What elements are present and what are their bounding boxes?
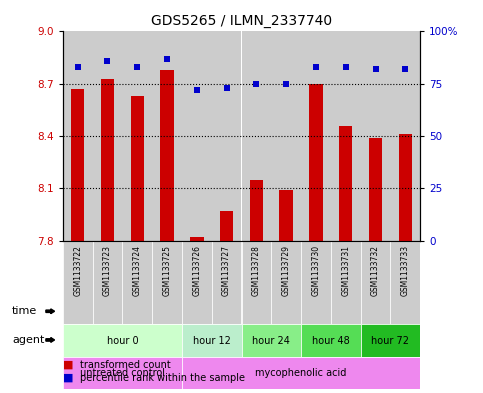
Bar [130, 96, 144, 241]
Point [312, 64, 320, 70]
Point [372, 66, 380, 72]
Point [282, 81, 290, 87]
Text: hour 0: hour 0 [107, 336, 138, 345]
Text: hour 72: hour 72 [371, 336, 410, 345]
Bar [212, 241, 242, 324]
Point [223, 85, 230, 91]
Bar [301, 31, 331, 241]
Text: GSM1133725: GSM1133725 [163, 245, 171, 296]
Point [401, 66, 409, 72]
Bar [242, 241, 271, 324]
Text: GSM1133726: GSM1133726 [192, 245, 201, 296]
Bar [361, 31, 390, 241]
Point [104, 58, 112, 64]
Text: ■: ■ [63, 360, 73, 370]
Bar [339, 126, 353, 241]
Text: transformed count: transformed count [80, 360, 170, 370]
Text: GDS5265 / ILMN_2337740: GDS5265 / ILMN_2337740 [151, 14, 332, 28]
Bar [212, 31, 242, 241]
Bar [280, 190, 293, 241]
Bar [71, 89, 85, 241]
Bar [63, 31, 93, 241]
Bar [331, 241, 361, 324]
Bar [242, 31, 271, 241]
Text: agent: agent [12, 335, 44, 345]
Bar [152, 31, 182, 241]
Bar [309, 84, 323, 241]
Text: hour 48: hour 48 [312, 336, 350, 345]
Point [342, 64, 350, 70]
Point [253, 81, 260, 87]
Text: untreated control: untreated control [80, 368, 165, 378]
Bar [390, 241, 420, 324]
Text: GSM1133733: GSM1133733 [401, 245, 410, 296]
Bar [122, 241, 152, 324]
Text: GSM1133731: GSM1133731 [341, 245, 350, 296]
Text: GSM1133730: GSM1133730 [312, 245, 320, 296]
Text: GSM1133727: GSM1133727 [222, 245, 231, 296]
Bar [361, 241, 390, 324]
Text: time: time [12, 306, 37, 316]
Bar [122, 31, 152, 241]
Text: GSM1133723: GSM1133723 [103, 245, 112, 296]
Point [133, 64, 141, 70]
Bar [63, 357, 182, 389]
Bar [101, 79, 114, 241]
Text: GSM1133728: GSM1133728 [252, 245, 261, 296]
Bar [93, 31, 122, 241]
Bar [390, 31, 420, 241]
Bar [152, 241, 182, 324]
Bar [271, 241, 301, 324]
Bar [242, 324, 301, 357]
Text: ■: ■ [63, 373, 73, 383]
Bar [93, 241, 122, 324]
Bar [361, 324, 420, 357]
Point [193, 87, 201, 93]
Bar [220, 211, 233, 241]
Text: GSM1133724: GSM1133724 [133, 245, 142, 296]
Point [74, 64, 82, 70]
Bar [331, 31, 361, 241]
Bar [301, 324, 361, 357]
Bar [160, 70, 174, 241]
Bar [250, 180, 263, 241]
Text: hour 24: hour 24 [252, 336, 290, 345]
Text: mycophenolic acid: mycophenolic acid [256, 368, 347, 378]
Bar [398, 134, 412, 241]
Bar [63, 241, 93, 324]
Bar [182, 31, 212, 241]
Bar [369, 138, 382, 241]
Text: GSM1133732: GSM1133732 [371, 245, 380, 296]
Text: GSM1133729: GSM1133729 [282, 245, 291, 296]
Bar [271, 31, 301, 241]
Point [163, 55, 171, 62]
Bar [182, 241, 212, 324]
Text: hour 12: hour 12 [193, 336, 231, 345]
Text: percentile rank within the sample: percentile rank within the sample [80, 373, 245, 383]
Bar [190, 237, 203, 241]
Bar [182, 324, 242, 357]
Bar [182, 357, 420, 389]
Bar [63, 324, 182, 357]
Text: GSM1133722: GSM1133722 [73, 245, 82, 296]
Bar [301, 241, 331, 324]
